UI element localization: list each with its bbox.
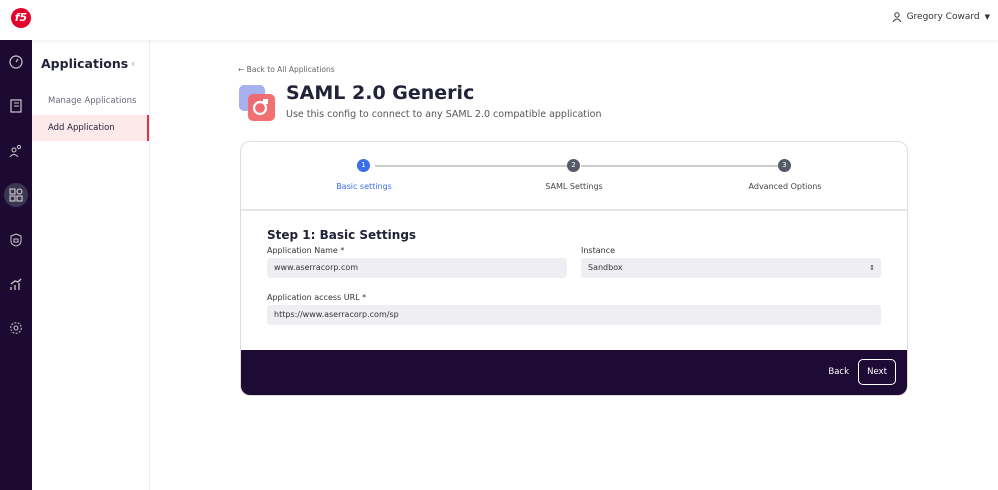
back-to-all-applications-link[interactable]: ← Back to All Applications (238, 65, 335, 74)
user-name: Gregory Coward (906, 12, 980, 22)
step-1-indicator[interactable]: 1 (357, 159, 370, 172)
step-1-label[interactable]: Basic settings (336, 182, 392, 191)
back-button[interactable]: Back (828, 367, 849, 377)
saml-app-icon (239, 85, 275, 121)
next-button[interactable]: Next (858, 359, 896, 385)
wizard-card: 1 2 3 Basic settings SAML Settings Advan… (240, 141, 908, 396)
wizard-footer: Back Next (241, 350, 907, 395)
instance-select[interactable]: Sandbox ⇕ (581, 258, 881, 278)
analytics-icon[interactable] (6, 274, 26, 294)
page-subtitle: Use this config to connect to any SAML 2… (286, 109, 602, 120)
applications-icon[interactable] (4, 183, 28, 207)
subnav-item-add-application[interactable]: Add Application (32, 115, 149, 141)
notebook-icon[interactable] (6, 96, 26, 116)
icon-rail (0, 40, 32, 490)
instance-value: Sandbox (588, 263, 623, 272)
subnav-title: Applications (41, 56, 129, 71)
step-2-indicator[interactable]: 2 (567, 159, 580, 172)
user-menu[interactable]: Gregory Coward ▼ (892, 12, 990, 22)
step-3-label[interactable]: Advanced Options (748, 182, 822, 191)
user-icon (892, 12, 901, 22)
instance-label: Instance (581, 246, 616, 255)
sub-navigation: Applications ‹ Manage Applications Add A… (32, 40, 150, 490)
page-title: SAML 2.0 Generic (286, 82, 475, 104)
step-3-indicator[interactable]: 3 (778, 159, 791, 172)
settings-icon[interactable] (6, 318, 26, 338)
select-arrows-glyph: ⇕ (869, 264, 875, 272)
step-2-label[interactable]: SAML Settings (545, 182, 603, 191)
users-icon[interactable] (6, 141, 26, 161)
step-connector (581, 165, 778, 167)
step-connector (375, 165, 567, 167)
shield-lock-icon[interactable] (6, 230, 26, 250)
f5-logo[interactable]: f5 (11, 8, 31, 28)
application-name-input[interactable]: www.aserracorp.com (267, 258, 567, 278)
stepper: 1 2 3 Basic settings SAML Settings Advan… (241, 142, 907, 211)
collapse-chevron-icon[interactable]: ‹ (131, 57, 136, 70)
application-access-url-input[interactable]: https://www.aserracorp.com/sp (267, 305, 881, 325)
step-heading: Step 1: Basic Settings (267, 228, 417, 242)
top-bar: f5 Gregory Coward ▼ (0, 0, 998, 40)
caret-down-icon: ▼ (984, 13, 990, 21)
subnav-item-manage-applications[interactable]: Manage Applications (48, 96, 137, 106)
application-name-label: Application Name * (267, 246, 345, 255)
application-access-url-label: Application access URL * (267, 293, 367, 302)
dashboard-icon[interactable] (6, 52, 26, 72)
